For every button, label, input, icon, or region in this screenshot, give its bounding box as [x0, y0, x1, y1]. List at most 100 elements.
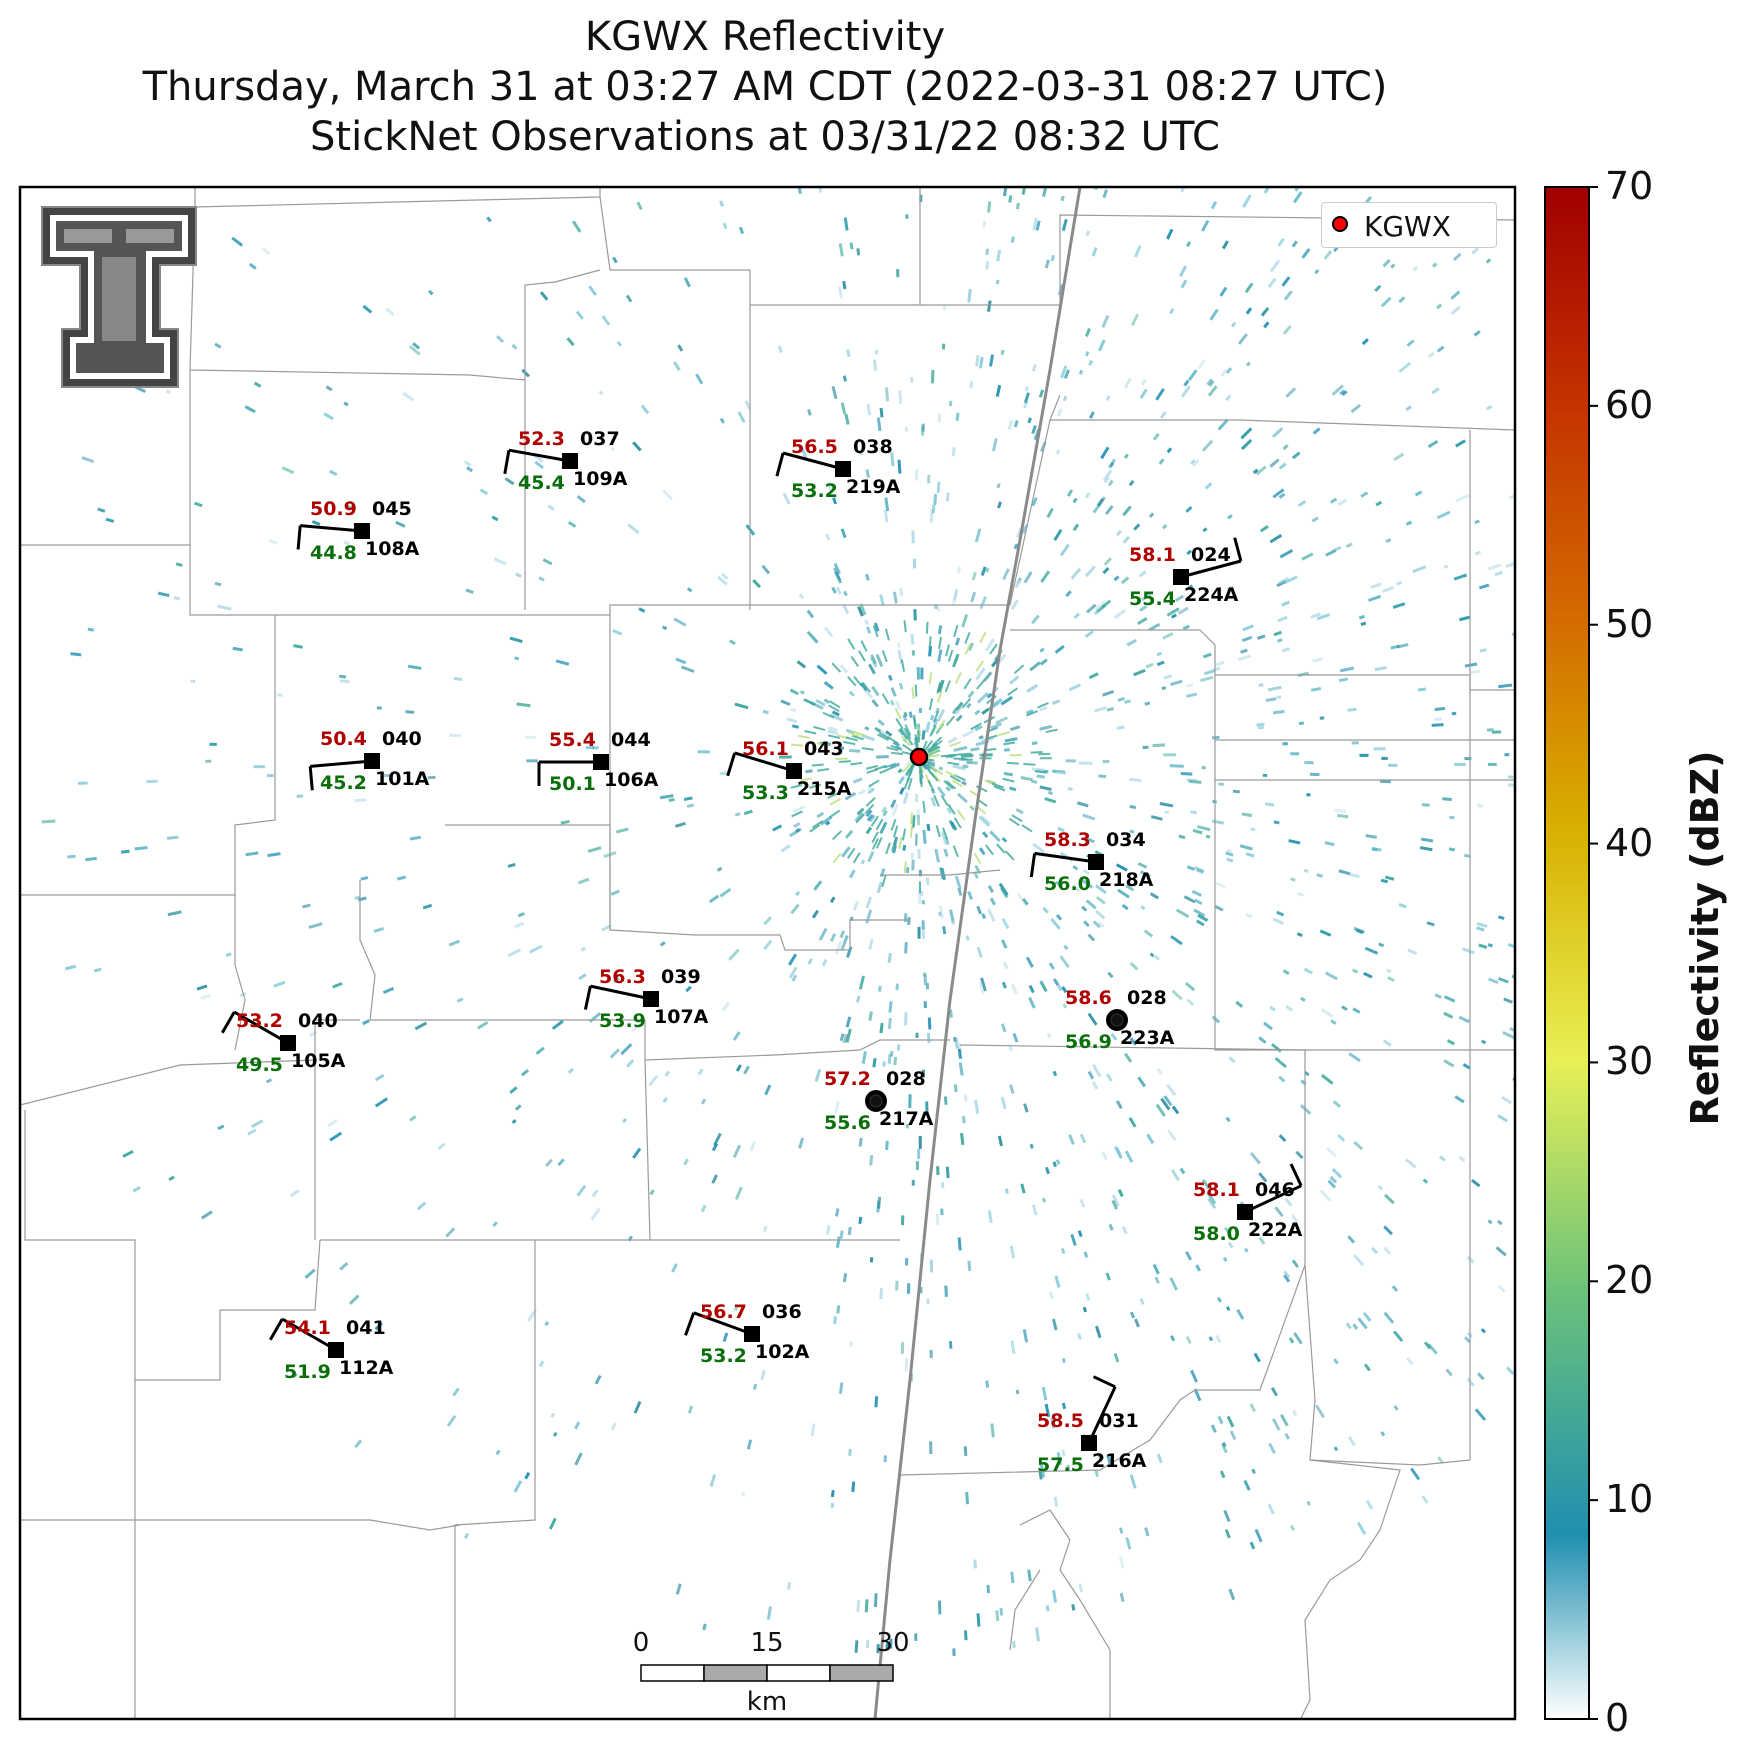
station-marker — [364, 753, 380, 769]
scale-bar — [640, 1664, 894, 1682]
temperature-label: 53.2 — [236, 1010, 283, 1032]
stations-layer: 52.3 037 45.4 109A 56.5 038 53.2 219A 50.9 045 44.… — [221, 428, 1303, 1476]
temperature-label: 50.4 — [320, 728, 367, 750]
station-108A: 50.9 045 44.8 108A — [296, 498, 420, 564]
station-219A: 56.5 038 53.2 219A — [775, 436, 901, 502]
title-line-2: Thursday, March 31 at 03:27 AM CDT (2022… — [142, 64, 1388, 110]
station-marker — [835, 461, 851, 477]
station-marker — [354, 523, 370, 539]
temperature-label: 58.6 — [1065, 987, 1112, 1009]
wind-direction-label: 040 — [298, 1010, 338, 1032]
wind-direction-label: 028 — [886, 1068, 926, 1090]
wind-barb-icon — [693, 1311, 753, 1336]
wind-barb-icon — [1244, 1184, 1302, 1214]
temperature-label: 58.5 — [1037, 1410, 1084, 1432]
dewpoint-label: 53.2 — [700, 1345, 747, 1367]
station-marker — [1081, 1435, 1097, 1451]
station-name-label: 223A — [1120, 1027, 1175, 1049]
station-name-label: 222A — [1248, 1219, 1303, 1241]
station-name-label: 101A — [375, 768, 430, 790]
temperature-label: 56.5 — [791, 436, 838, 458]
wind-barb-icon — [734, 751, 795, 773]
colorbar-title: Reflectivity (dBZ) — [1683, 750, 1727, 1126]
station-name-label: 216A — [1092, 1450, 1147, 1472]
station-marker — [280, 1035, 296, 1051]
dewpoint-label: 57.5 — [1037, 1454, 1084, 1476]
dewpoint-label: 55.6 — [824, 1112, 871, 1134]
wind-direction-label: 041 — [346, 1317, 386, 1339]
station-215A: 56.1 043 53.3 215A — [726, 738, 852, 804]
temperature-label: 54.1 — [284, 1317, 331, 1339]
temperature-label: 58.1 — [1193, 1179, 1240, 1201]
temperature-label: 56.3 — [599, 966, 646, 988]
wind-direction-label: 045 — [372, 498, 412, 520]
dewpoint-label: 44.8 — [310, 542, 357, 564]
station-216A: 58.5 031 57.5 216A — [1037, 1375, 1147, 1476]
wind-barb-icon — [1180, 559, 1242, 579]
station-223A: 58.6 028 56.9 223A — [1065, 987, 1175, 1053]
station-name-label: 218A — [1099, 869, 1154, 891]
scale-unit: km — [746, 1687, 788, 1717]
legend: KGWX — [1321, 202, 1497, 248]
station-name-label: 224A — [1184, 584, 1239, 606]
temperature-label: 58.3 — [1044, 829, 1091, 851]
station-marker — [593, 754, 609, 770]
colorbar-tick-label: 60 — [1605, 382, 1654, 427]
colorbar-tick-label: 20 — [1605, 1258, 1654, 1303]
title-line-3: StickNet Observations at 03/31/22 08:32 … — [310, 114, 1220, 160]
station-marker — [562, 453, 578, 469]
station-222A: 58.1 046 58.0 222A — [1193, 1163, 1303, 1245]
wind-barb-icon — [310, 759, 373, 768]
wind-direction-label: 044 — [611, 729, 651, 751]
station-217A: 57.2 028 55.6 217A — [824, 1068, 934, 1134]
temperature-label: 57.2 — [824, 1068, 871, 1090]
temperature-label: 58.1 — [1129, 544, 1176, 566]
wind-barb-icon — [1034, 851, 1097, 864]
colorbar — [1544, 186, 1590, 1720]
dewpoint-label: 53.9 — [599, 1010, 646, 1032]
wind-barb-icon — [300, 524, 363, 533]
station-name-label: 219A — [846, 476, 901, 498]
wind-direction-label: 034 — [1106, 829, 1146, 851]
wind-direction-label: 036 — [762, 1301, 802, 1323]
radar-site-marker — [909, 747, 929, 767]
wind-direction-label: 028 — [1127, 987, 1167, 1009]
station-224A: 58.1 024 55.4 224A — [1129, 537, 1243, 610]
station-name-label: 109A — [573, 468, 628, 490]
reflectivity-echoes — [41, 187, 1515, 1657]
map-frame — [18, 185, 1517, 1721]
station-101A: 50.4 040 45.2 101A — [308, 728, 430, 794]
station-marker — [786, 763, 802, 779]
wind-direction-label: 040 — [382, 728, 422, 750]
dewpoint-label: 53.3 — [742, 782, 789, 804]
colorbar-tick-label: 30 — [1605, 1039, 1654, 1084]
colorbar-tick-label: 0 — [1605, 1696, 1630, 1740]
texas-tech-logo-icon — [41, 206, 197, 388]
scale-label-0: 0 — [632, 1628, 650, 1658]
dewpoint-label: 56.9 — [1065, 1031, 1112, 1053]
colorbar-tick-label: 70 — [1605, 164, 1654, 208]
station-name-label: 108A — [365, 538, 420, 560]
station-105A: 53.2 040 49.5 105A — [221, 1010, 346, 1076]
station-marker — [1088, 854, 1104, 870]
station-218A: 58.3 034 56.0 218A — [1029, 829, 1154, 895]
state-line — [873, 187, 1082, 1719]
colorbar-tick-label: 40 — [1605, 820, 1654, 865]
county-boundaries — [20, 187, 1515, 1719]
temperature-label: 50.9 — [310, 498, 357, 520]
dewpoint-label: 56.0 — [1044, 873, 1091, 895]
station-106A: 55.4 044 50.1 106A — [537, 729, 659, 795]
station-name-label: 112A — [339, 1357, 394, 1379]
title-line-1: KGWX Reflectivity — [584, 14, 946, 60]
station-102A: 56.7 036 53.2 102A — [684, 1301, 810, 1367]
wind-direction-label: 043 — [804, 738, 844, 760]
scale-label-30: 30 — [876, 1628, 910, 1658]
temperature-label: 56.1 — [742, 738, 789, 760]
dewpoint-label: 45.2 — [320, 772, 367, 794]
wind-barb-icon — [782, 451, 844, 471]
temperature-label: 56.7 — [700, 1301, 747, 1323]
dewpoint-label: 49.5 — [236, 1054, 283, 1076]
wind-barb-icon — [508, 448, 571, 463]
dewpoint-label: 53.2 — [791, 480, 838, 502]
